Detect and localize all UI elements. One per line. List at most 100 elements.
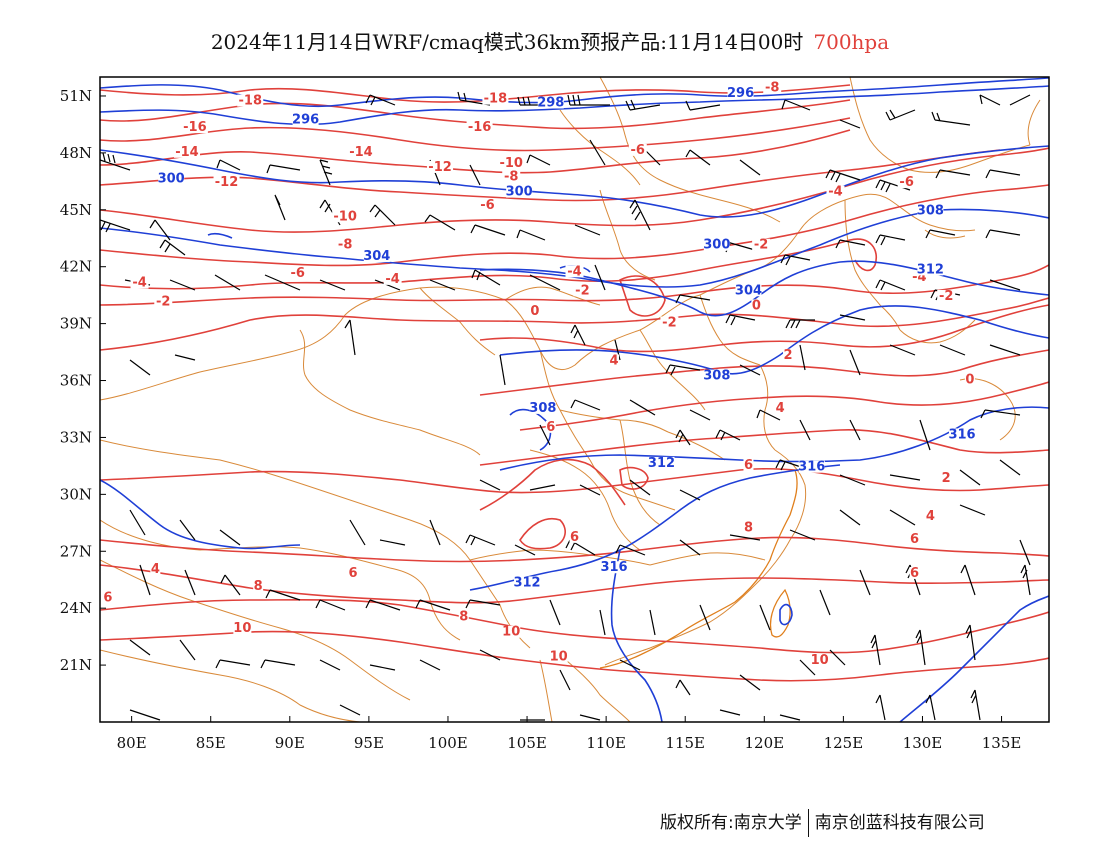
temperature-label: 6 bbox=[546, 420, 555, 435]
geopotential-label-bg bbox=[648, 456, 675, 469]
geopotential-label-bg bbox=[537, 96, 564, 109]
temperature-label-bg bbox=[173, 145, 200, 158]
temperature-label: -18 bbox=[239, 94, 263, 109]
temperature-label: -18 bbox=[484, 92, 508, 107]
temperature-label: 10 bbox=[550, 649, 568, 664]
temperature-label: 10 bbox=[233, 621, 251, 636]
temperature-label-bg bbox=[783, 348, 794, 361]
temperature-label-bg bbox=[529, 305, 540, 318]
temperature-label: -4 bbox=[567, 264, 581, 279]
geopotential-label: 312 bbox=[513, 575, 540, 590]
temperature-label-bg bbox=[609, 354, 620, 367]
temperature-label: 4 bbox=[151, 562, 160, 577]
geopotential-label-bg bbox=[703, 369, 730, 382]
temperature-label-bg bbox=[751, 299, 762, 312]
geopotential-label: 308 bbox=[703, 369, 730, 384]
lat-label: 45N bbox=[60, 201, 92, 219]
temperature-label: 10 bbox=[811, 653, 829, 668]
title-main: 2024年11月14日WRF/cmaq模式36km预报产品:11月14日00时 bbox=[210, 30, 804, 54]
temperature-label-bg bbox=[964, 373, 975, 386]
geopotential-label: 296 bbox=[292, 113, 319, 128]
geopotential-label-bg bbox=[727, 86, 754, 99]
geopotential-label: 312 bbox=[917, 262, 944, 277]
geopotential-label: 300 bbox=[703, 238, 730, 253]
temperature-label: 2 bbox=[784, 348, 793, 363]
temperature-label: -8 bbox=[338, 238, 352, 253]
lon-label: 85E bbox=[196, 734, 226, 752]
geopotential-label: 308 bbox=[529, 401, 556, 416]
temperature-label: -4 bbox=[132, 276, 146, 291]
temperature-label: -6 bbox=[899, 175, 913, 190]
copyright-footer: 版权所有:南京大学 南京创蓝科技有限公司 bbox=[660, 808, 985, 837]
temperature-label-bg bbox=[150, 563, 161, 576]
lon-label: 100E bbox=[428, 734, 468, 752]
temperature-label-bg bbox=[937, 289, 956, 302]
geopotential-label-bg bbox=[735, 284, 762, 297]
temperature-label: -2 bbox=[662, 316, 676, 331]
lat-label: 21N bbox=[60, 656, 92, 674]
temperature-label: -16 bbox=[183, 120, 207, 135]
temperature-label: -12 bbox=[215, 175, 239, 190]
temperature-label: 0 bbox=[965, 372, 974, 387]
temperature-label-bg bbox=[565, 265, 584, 278]
geopotential-label-bg bbox=[917, 263, 944, 276]
geopotential-label-bg bbox=[158, 172, 185, 185]
lat-label: 39N bbox=[60, 315, 92, 333]
temperature-label: -12 bbox=[428, 160, 452, 175]
longitude-axis: 80E 85E 90E 95E 100E 105E 110E 115E 120E 125E 130E… bbox=[117, 716, 1021, 752]
temperature-label: -10 bbox=[499, 156, 523, 171]
temperature-label-bg bbox=[233, 621, 252, 634]
temperature-label: -2 bbox=[156, 295, 170, 310]
lat-label: 42N bbox=[60, 258, 92, 276]
temperature-label-bg bbox=[897, 176, 916, 189]
geopotential-label: 300 bbox=[506, 185, 533, 200]
temperature-label-bg bbox=[549, 650, 568, 663]
temperature-label: -8 bbox=[765, 80, 779, 95]
temperature-label-bg bbox=[752, 238, 771, 251]
temperature-label-bg bbox=[573, 284, 592, 297]
temperature-label: -2 bbox=[939, 289, 953, 304]
temperature-label: 4 bbox=[776, 401, 785, 416]
temperature-label: -6 bbox=[480, 198, 494, 213]
temperature-label-bg bbox=[498, 157, 525, 170]
temperature-label-bg bbox=[775, 401, 786, 414]
temperature-label: 2 bbox=[942, 471, 951, 486]
temperature-label: 0 bbox=[530, 304, 539, 319]
temperature-label: 8 bbox=[744, 520, 753, 535]
geopotential-label: 316 bbox=[798, 460, 825, 475]
temperature-label-bg bbox=[545, 420, 556, 433]
temperature-label: -6 bbox=[631, 143, 645, 158]
geopotential-label-bg bbox=[363, 250, 390, 263]
lat-label: 48N bbox=[60, 144, 92, 162]
temperature-label-bg bbox=[213, 176, 240, 189]
geopotential-label: 312 bbox=[648, 456, 675, 471]
temperature-label-bg bbox=[763, 81, 782, 94]
geopotential-label: 300 bbox=[158, 171, 185, 186]
lon-label: 80E bbox=[117, 734, 147, 752]
geopotential-label-bg bbox=[506, 185, 533, 198]
temperature-label-bg bbox=[743, 458, 754, 471]
geopotential-label-bg bbox=[703, 238, 730, 251]
temperature-label: -4 bbox=[385, 272, 399, 287]
temperature-label: 6 bbox=[103, 591, 112, 606]
temperature-label-bg bbox=[628, 143, 647, 156]
temperature-label: -6 bbox=[290, 266, 304, 281]
temperature-label-bg bbox=[925, 510, 936, 523]
temperature-label: -8 bbox=[504, 169, 518, 184]
lon-label: 120E bbox=[745, 734, 785, 752]
temperature-label-bg bbox=[941, 472, 952, 485]
footer-divider bbox=[807, 809, 809, 837]
temperature-label-bg bbox=[347, 145, 374, 158]
company-text: 南京创蓝科技有限公司 bbox=[814, 813, 985, 833]
geopotential-label-bg bbox=[514, 576, 541, 589]
geopotential-label-bg bbox=[798, 460, 825, 473]
temperature-label: 4 bbox=[610, 353, 619, 368]
temperature-label: 4 bbox=[926, 509, 935, 524]
lat-label: 27N bbox=[60, 542, 92, 560]
geopotential-label: 298 bbox=[537, 95, 564, 110]
temperature-label-bg bbox=[130, 276, 149, 289]
lat-label: 36N bbox=[60, 372, 92, 390]
temperature-label-bg bbox=[383, 272, 402, 285]
lon-label: 95E bbox=[354, 734, 384, 752]
